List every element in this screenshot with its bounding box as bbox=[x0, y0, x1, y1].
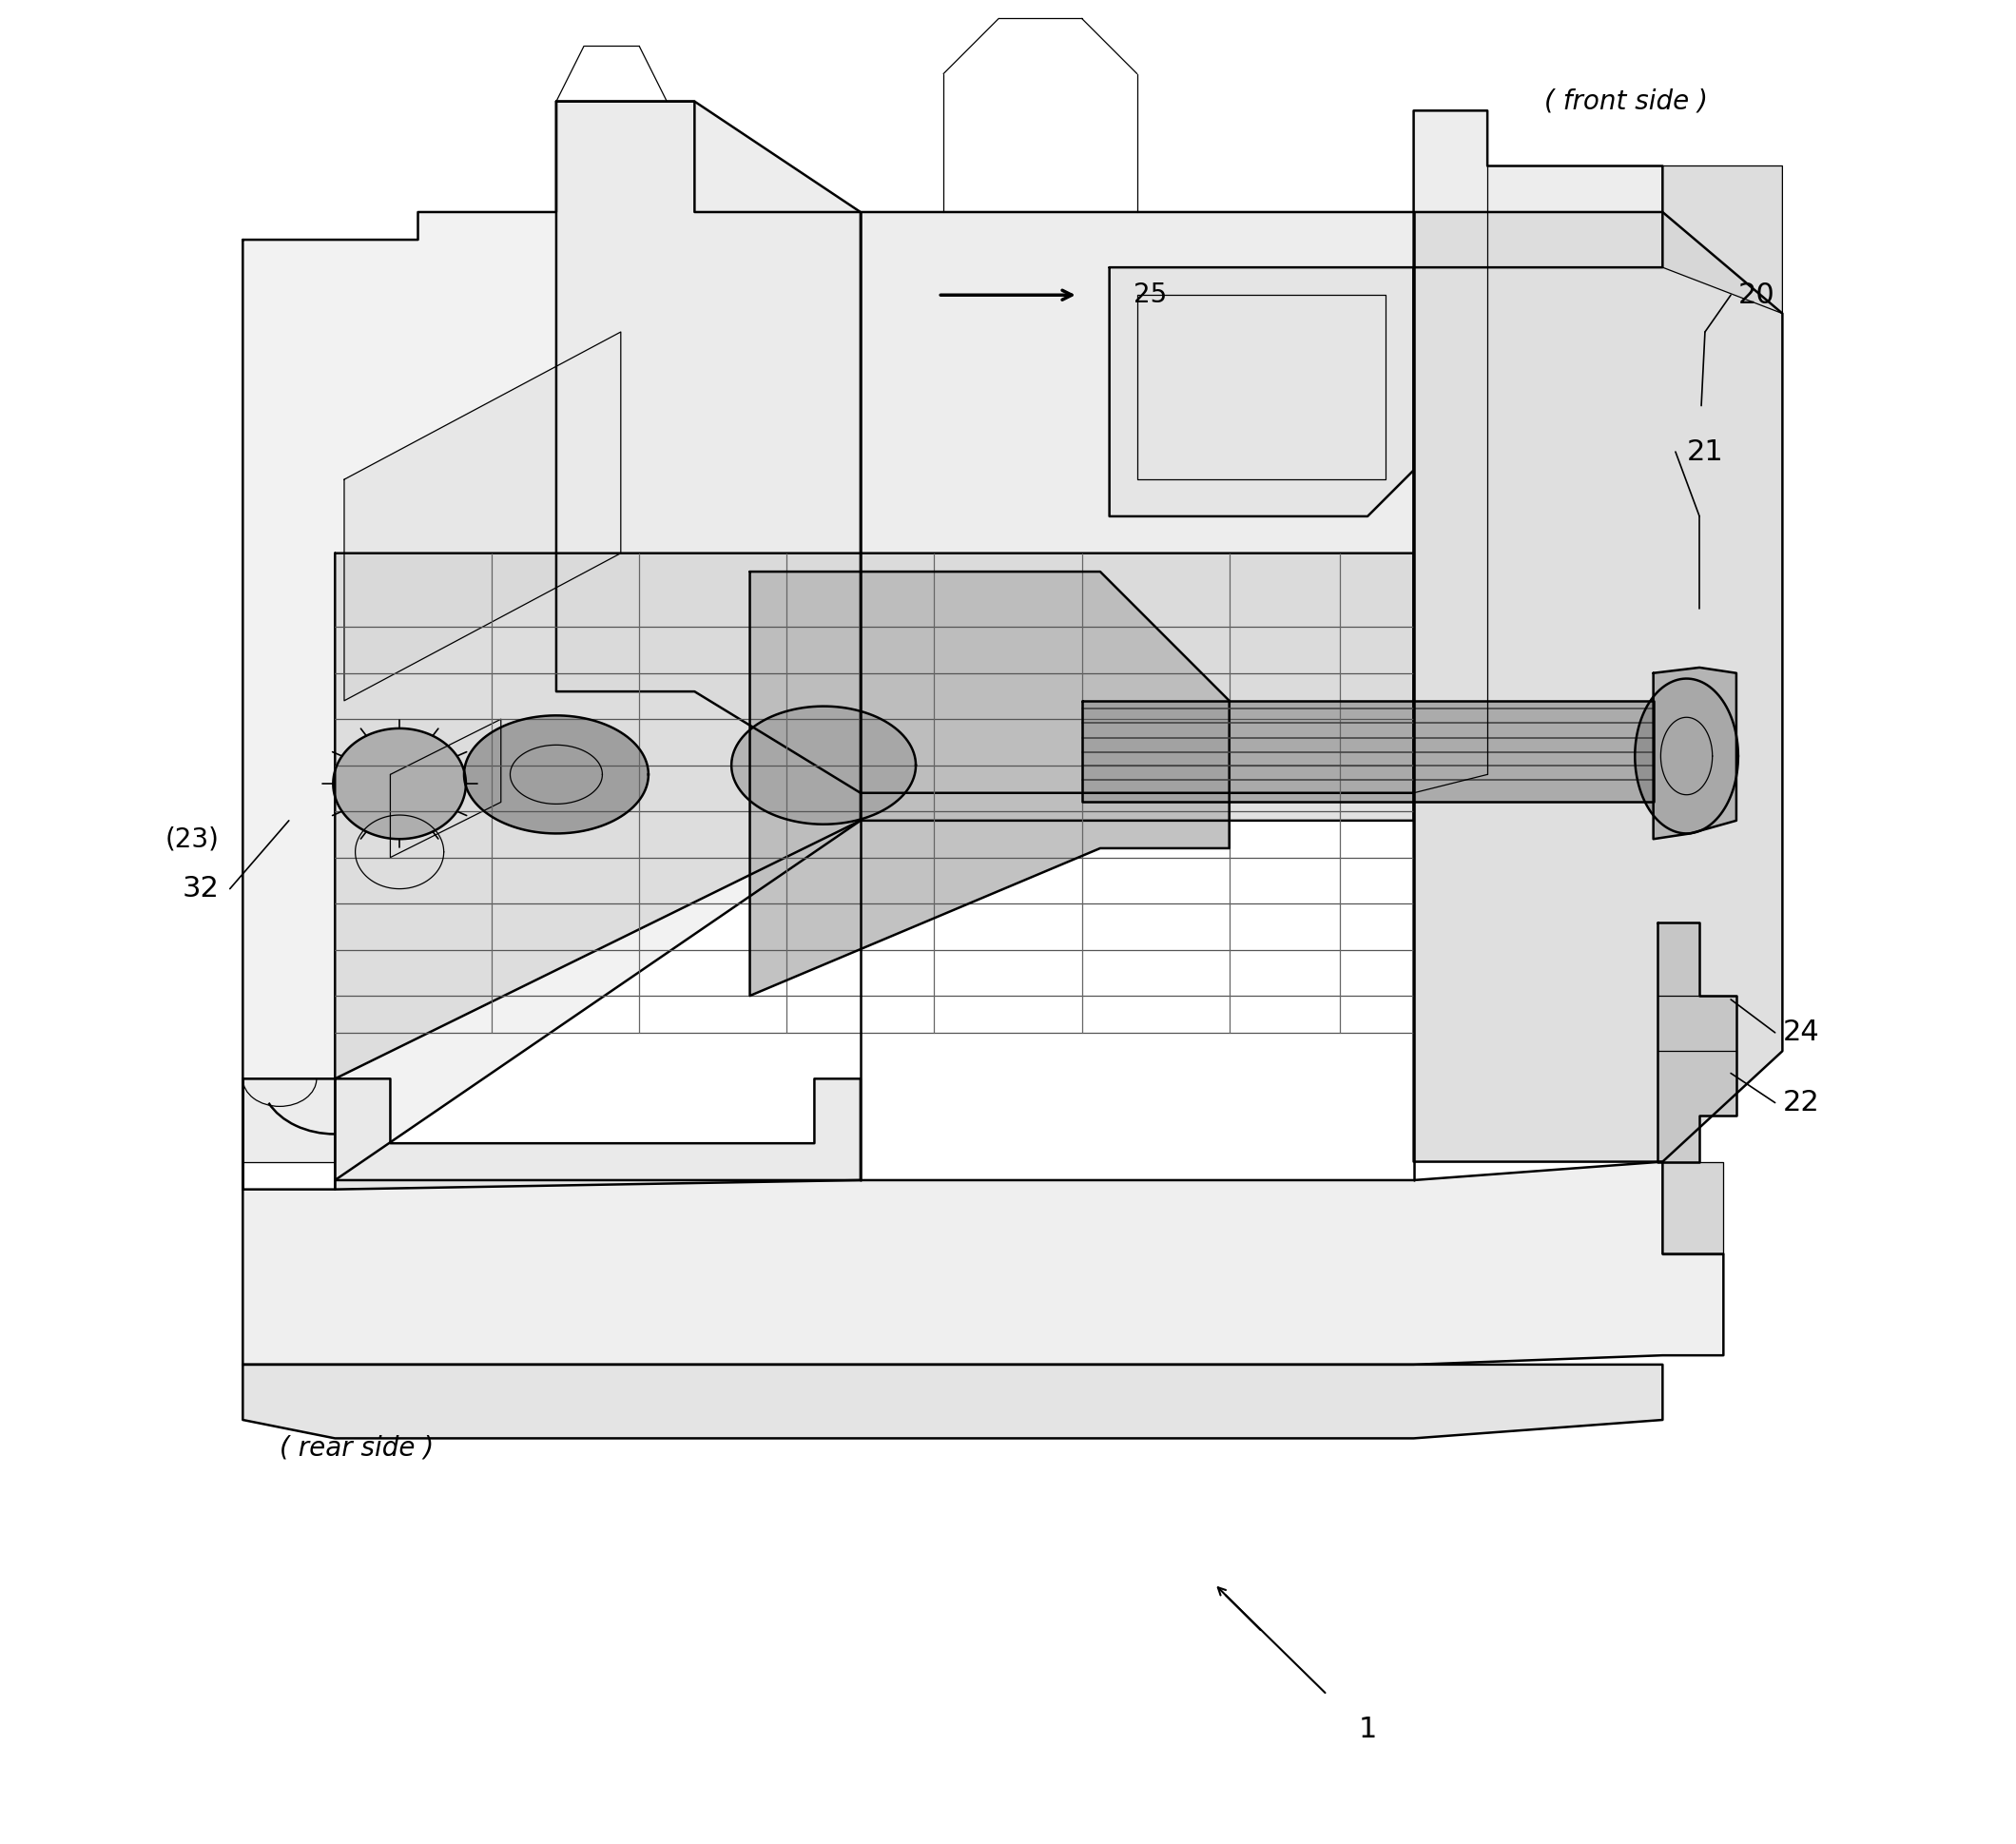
Polygon shape bbox=[345, 332, 621, 701]
Text: (23): (23) bbox=[165, 826, 220, 852]
Text: ( rear side ): ( rear side ) bbox=[280, 1435, 433, 1460]
Polygon shape bbox=[242, 101, 861, 1180]
Polygon shape bbox=[242, 1079, 1724, 1365]
Text: 21: 21 bbox=[1687, 439, 1724, 465]
Polygon shape bbox=[1413, 212, 1782, 1162]
Polygon shape bbox=[1083, 701, 1653, 802]
Polygon shape bbox=[335, 553, 1413, 1079]
Polygon shape bbox=[1657, 922, 1736, 1162]
Polygon shape bbox=[464, 715, 649, 833]
Polygon shape bbox=[750, 572, 1230, 996]
Text: 22: 22 bbox=[1782, 1090, 1818, 1116]
Polygon shape bbox=[242, 1079, 335, 1162]
Text: 20: 20 bbox=[1738, 282, 1774, 308]
Polygon shape bbox=[1663, 1162, 1724, 1254]
Polygon shape bbox=[556, 101, 1663, 793]
Polygon shape bbox=[1653, 668, 1736, 839]
Polygon shape bbox=[242, 1365, 1663, 1438]
Polygon shape bbox=[1663, 166, 1782, 313]
Text: 32: 32 bbox=[181, 876, 220, 902]
Polygon shape bbox=[1109, 267, 1413, 516]
Text: 24: 24 bbox=[1782, 1020, 1818, 1046]
Polygon shape bbox=[335, 1079, 861, 1189]
Polygon shape bbox=[333, 728, 466, 839]
Polygon shape bbox=[1635, 679, 1738, 833]
Text: 25: 25 bbox=[1133, 282, 1167, 308]
Text: 1: 1 bbox=[1359, 1717, 1377, 1743]
Polygon shape bbox=[732, 706, 915, 824]
Text: ( front side ): ( front side ) bbox=[1544, 89, 1708, 114]
